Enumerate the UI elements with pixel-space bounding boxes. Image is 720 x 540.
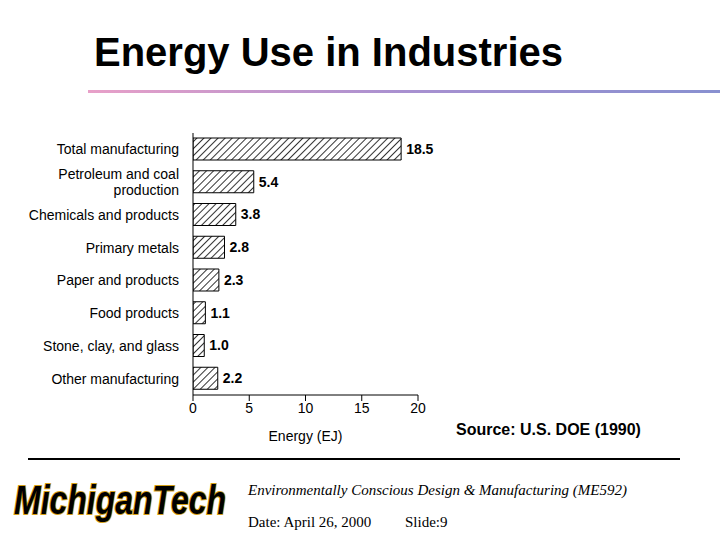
svg-text:3.8: 3.8	[241, 206, 261, 222]
svg-text:MichiganTech: MichiganTech	[14, 478, 226, 522]
svg-text:0: 0	[189, 400, 197, 416]
svg-text:2.8: 2.8	[230, 239, 250, 255]
svg-text:Other manufacturing: Other manufacturing	[51, 371, 179, 387]
svg-text:18.5: 18.5	[406, 141, 433, 157]
svg-text:Chemicals and products: Chemicals and products	[29, 207, 179, 223]
html-text:Source: U.S. DOE (1990): Source: U.S. DOE (1990)	[456, 421, 641, 438]
html-text:Date: April 26, 2000: Date: April 26, 2000	[248, 514, 372, 530]
svg-text:1.0: 1.0	[209, 337, 229, 353]
svg-text:5: 5	[245, 400, 253, 416]
svg-text:Primary metals: Primary metals	[86, 240, 179, 256]
svg-text:5.4: 5.4	[259, 174, 279, 190]
svg-text:Food products: Food products	[90, 305, 180, 321]
svg-text:Energy (EJ): Energy (EJ)	[269, 428, 343, 444]
svg-text:2.2: 2.2	[223, 370, 243, 386]
svg-text:Total manufacturing: Total manufacturing	[57, 141, 179, 157]
svg-text:Petroleum and coalproduction: Petroleum and coalproduction	[58, 166, 179, 198]
svg-text:2.3: 2.3	[224, 272, 244, 288]
svg-text:Paper and products: Paper and products	[57, 272, 179, 288]
svg-text:15: 15	[354, 400, 370, 416]
svg-text:20: 20	[410, 400, 426, 416]
html-text:Environmentally Conscious Desi: Environmentally Conscious Design & Manuf…	[248, 482, 627, 498]
svg-text:1.1: 1.1	[210, 305, 230, 321]
html-text:Slide:9: Slide:9	[405, 514, 448, 530]
html-text:Energy Use in Industries: Energy Use in Industries	[94, 30, 563, 74]
svg-text:Stone, clay, and glass: Stone, clay, and glass	[43, 338, 179, 354]
svg-text:10: 10	[298, 400, 314, 416]
